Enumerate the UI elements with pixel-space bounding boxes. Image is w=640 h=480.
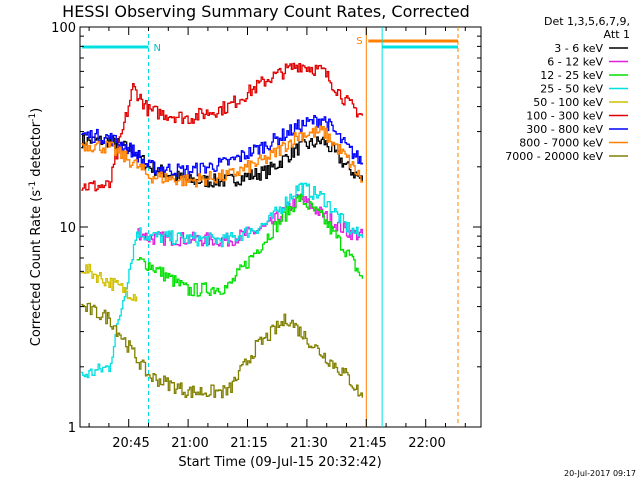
series-line-25-50-kev	[81, 182, 363, 379]
legend-label: 12 - 25 keV	[540, 69, 603, 82]
legend-label: 100 - 300 keV	[526, 110, 603, 123]
night-flag-label: N	[154, 43, 161, 54]
x-axis-label: Start Time (09-Jul-15 20:32:42)	[178, 455, 381, 470]
chart-title: HESSI Observing Summary Count Rates, Cor…	[62, 2, 470, 21]
x-tick-label: 21:45	[349, 436, 386, 451]
series-line-300-800-kev	[81, 115, 363, 178]
legend-label: 3 - 6 keV	[554, 42, 603, 55]
series-line-12-25-kev	[136, 193, 363, 297]
legend-header-line1: Det 1,3,5,6,7,9,	[544, 15, 630, 28]
series-line-800-7000-kev	[81, 125, 363, 188]
series-line-100-300-kev	[81, 62, 363, 192]
y-tick-label-100: 100	[51, 21, 76, 36]
legend-label: 7000 - 20000 keV	[505, 150, 603, 163]
series-line-6-12-kev	[136, 194, 363, 247]
legend-label: 800 - 7000 keV	[519, 137, 603, 150]
x-tick-label: 21:15	[230, 436, 267, 451]
plot-frame	[79, 26, 482, 428]
legend-label: 50 - 100 keV	[533, 96, 603, 109]
x-tick-label: 22:00	[408, 436, 445, 451]
legend-label: 300 - 800 keV	[526, 123, 603, 136]
x-tick-label: 20:45	[112, 436, 149, 451]
plot-timestamp: 20-Jul-2017 09:17	[564, 469, 636, 478]
saa-flag-label: S	[356, 36, 362, 47]
legend-header-line2: Att 1	[604, 28, 630, 41]
series-line-7000-20000-kev	[81, 302, 363, 399]
legend-label: 25 - 50 keV	[540, 83, 603, 96]
y-tick-label-10: 10	[59, 221, 76, 236]
series-group	[81, 62, 363, 399]
y-axis-label: Corrected Count Rate (s-1 detector-1)	[28, 108, 44, 346]
axes-group	[80, 26, 481, 428]
y-tick-label-1: 1	[68, 421, 76, 436]
observing-flags: NS	[82, 27, 459, 427]
series-line-50-100-kev	[81, 263, 138, 302]
x-tick-label: 21:30	[290, 436, 327, 451]
x-tick-label: 21:00	[171, 436, 208, 451]
legend-label: 6 - 12 keV	[547, 56, 603, 69]
